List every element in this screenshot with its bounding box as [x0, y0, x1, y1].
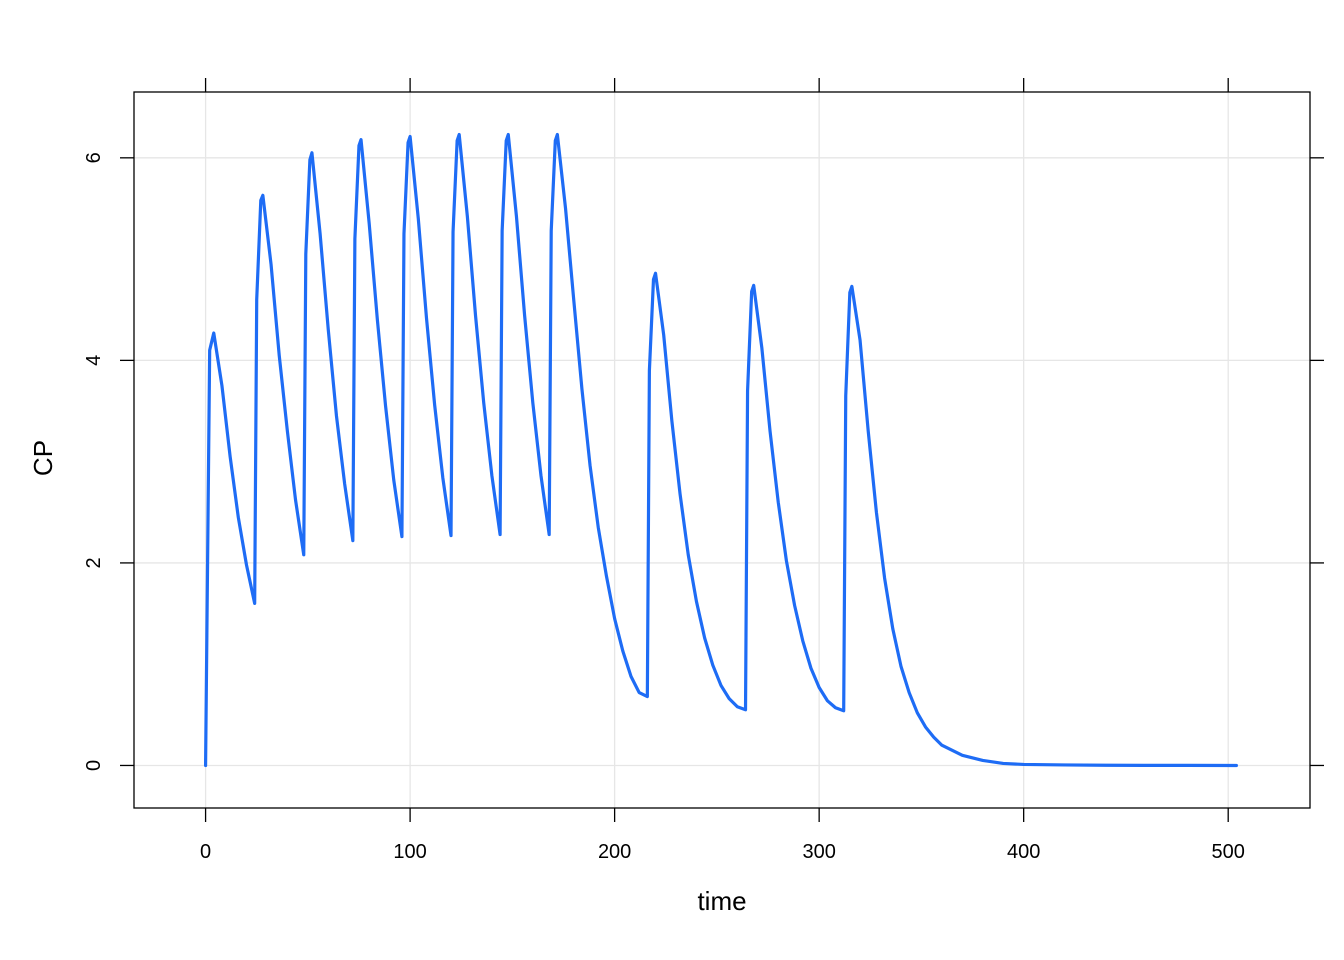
x-tick-label: 500: [1212, 841, 1245, 863]
plot-frame: [133, 91, 1311, 809]
y-tick-label: 2: [83, 557, 105, 568]
x-tick-label: 200: [598, 841, 631, 863]
x-tick-label: 300: [802, 841, 835, 863]
y-axis-title: CP: [28, 440, 58, 476]
x-tick-label: 100: [393, 841, 426, 863]
tick-layer: 0 100 200 300 400 500 0 2 4 6: [83, 78, 1324, 863]
y-tick-label: 0: [83, 760, 105, 771]
x-axis-title: time: [697, 886, 746, 916]
y-tick-label: 6: [83, 152, 105, 163]
grid-layer: [134, 92, 1310, 808]
x-tick-label: 0: [200, 841, 211, 863]
y-tick-label: 4: [83, 355, 105, 366]
series-layer: [203, 132, 1238, 768]
series-line: [203, 132, 1238, 768]
x-tick-label: 400: [1007, 841, 1040, 863]
